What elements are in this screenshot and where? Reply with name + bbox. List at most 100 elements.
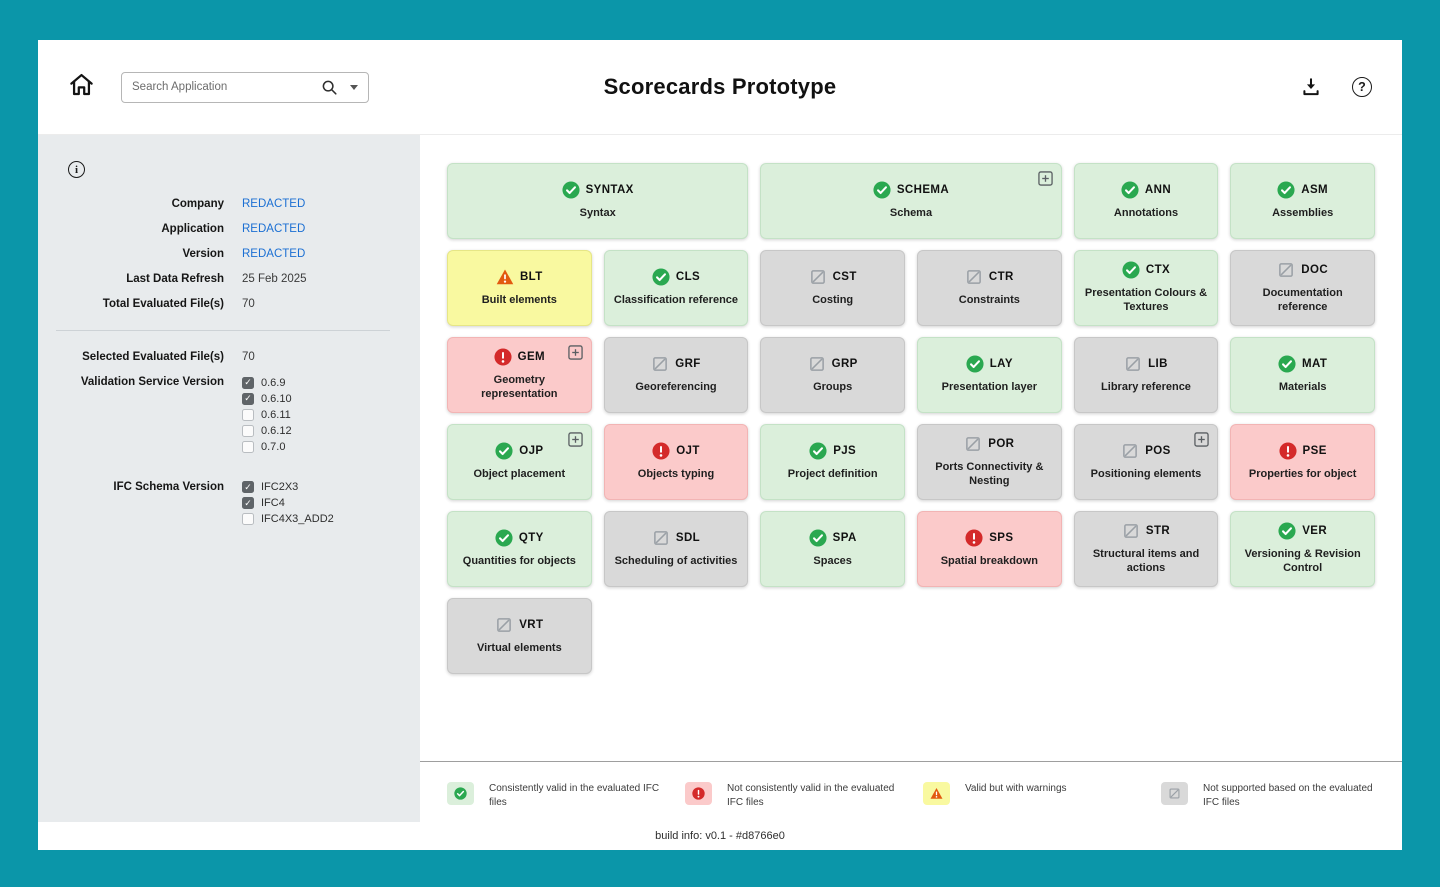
scorecards-panel: SYNTAX Syntax SCHEMA Schema ANN Annotati…: [420, 135, 1402, 822]
check-circle-icon: [447, 782, 474, 805]
card-code: POS: [1145, 445, 1171, 458]
search-input[interactable]: [132, 81, 315, 93]
expand-icon[interactable]: [1037, 171, 1053, 186]
home-button[interactable]: [68, 71, 95, 103]
app-window: Scorecards Prototype ? i Company: [38, 40, 1402, 850]
scorecard-syntax[interactable]: SYNTAX Syntax: [447, 163, 749, 239]
scorecard-ctx[interactable]: CTX Presentation Colours & Textures: [1073, 250, 1219, 326]
checkbox[interactable]: ✓: [242, 497, 254, 509]
card-code: GRP: [831, 358, 858, 371]
check-circle-icon: [1277, 181, 1295, 199]
card-label: Assemblies: [1272, 207, 1334, 220]
scorecard-doc[interactable]: DOC Documentation reference: [1230, 250, 1375, 326]
scorecard-lay[interactable]: LAY Presentation layer: [917, 337, 1062, 413]
expand-icon[interactable]: [567, 345, 583, 360]
scorecard-sdl[interactable]: SDL Scheduling of activities: [603, 511, 749, 587]
sidebar-divider: [56, 330, 390, 331]
scorecard-grf[interactable]: GRF Georeferencing: [603, 337, 749, 413]
card-label: Object placement: [473, 468, 566, 481]
checkbox[interactable]: ✓: [242, 376, 254, 389]
search-icon[interactable]: [321, 79, 338, 96]
not-supported-icon: [495, 616, 513, 634]
application-search[interactable]: [121, 71, 369, 103]
scorecard-pjs[interactable]: PJS Project definition: [760, 424, 905, 500]
warning-triangle-icon: [496, 268, 514, 286]
chevron-down-icon[interactable]: [350, 84, 358, 90]
scorecard-lib[interactable]: LIB Library reference: [1073, 337, 1219, 413]
card-code: PSE: [1302, 445, 1327, 458]
check-circle-icon: [1122, 261, 1140, 279]
legend-item: Valid but with warnings: [923, 782, 1137, 810]
scorecard-por[interactable]: POR Ports Connectivity & Nesting: [917, 424, 1062, 500]
card-label: Project definition: [787, 468, 878, 481]
error-circle-icon: [494, 348, 512, 366]
checkbox[interactable]: [242, 440, 254, 453]
field-value-link[interactable]: REDACTED: [242, 223, 306, 235]
filters-panel: Selected Evaluated File(s) 70 Validation…: [56, 351, 390, 529]
info-row: Company REDACTED: [56, 198, 390, 210]
card-code: CTR: [988, 271, 1014, 284]
field-value-link[interactable]: REDACTED: [242, 198, 306, 210]
checkbox-label: IFC2X3: [261, 481, 299, 493]
scorecard-gem[interactable]: GEM Geometry representation: [447, 337, 592, 413]
scorecard-ctr[interactable]: CTR Constraints: [917, 250, 1062, 326]
expand-icon[interactable]: [567, 432, 583, 447]
scorecard-ojt[interactable]: OJT Objects typing: [603, 424, 749, 500]
checkbox[interactable]: ✓: [242, 481, 254, 493]
card-code: VER: [1302, 525, 1328, 538]
error-circle-icon: [965, 529, 983, 547]
scorecard-blt[interactable]: BLT Built elements: [447, 250, 592, 326]
card-label: Positioning elements: [1090, 468, 1202, 481]
info-icon[interactable]: i: [68, 161, 85, 178]
scorecard-cls[interactable]: CLS Classification reference: [603, 250, 749, 326]
scorecards-grid: SYNTAX Syntax SCHEMA Schema ANN Annotati…: [420, 135, 1402, 674]
card-label: Structural items and actions: [1092, 548, 1200, 574]
card-code: SPA: [832, 532, 857, 545]
filter-group: IFC Schema Version ✓ IFC2X3 ✓ IFC4 IFC4X…: [56, 481, 390, 530]
field-value-link[interactable]: REDACTED: [242, 248, 306, 260]
check-circle-icon: [495, 529, 513, 547]
card-code: CTX: [1145, 264, 1171, 277]
scorecard-pos[interactable]: POS Positioning elements: [1073, 424, 1219, 500]
help-button[interactable]: ?: [1352, 77, 1372, 97]
scorecard-mat[interactable]: MAT Materials: [1230, 337, 1375, 413]
checkbox[interactable]: [242, 408, 254, 421]
legend-text: Not supported based on the evaluated IFC…: [1203, 783, 1373, 808]
card-code: OJT: [676, 445, 700, 458]
download-button[interactable]: [1300, 76, 1322, 98]
expand-icon[interactable]: [1194, 432, 1210, 447]
scorecard-ojp[interactable]: OJP Object placement: [447, 424, 592, 500]
scorecard-grp[interactable]: GRP Groups: [760, 337, 905, 413]
scorecard-str[interactable]: STR Structural items and actions: [1073, 511, 1219, 587]
check-circle-icon: [1278, 355, 1296, 373]
scorecard-qty[interactable]: QTY Quantities for objects: [447, 511, 592, 587]
checkbox[interactable]: [242, 513, 254, 525]
scorecard-pse[interactable]: PSE Properties for object: [1230, 424, 1375, 500]
checkbox[interactable]: [242, 424, 254, 437]
legend-text: Valid but with warnings: [965, 783, 1067, 794]
scorecard-spa[interactable]: SPA Spaces: [760, 511, 905, 587]
field-value: 25 Feb 2025: [242, 273, 307, 285]
not-supported-icon: [808, 355, 826, 373]
scorecard-cst[interactable]: CST Costing: [760, 250, 905, 326]
checkbox-label: 0.6.12: [261, 424, 292, 437]
check-circle-icon: [873, 181, 891, 199]
app-header: Scorecards Prototype ?: [38, 40, 1402, 135]
scorecard-vrt[interactable]: VRT Virtual elements: [447, 598, 592, 674]
filter-group: Validation Service Version ✓ 0.6.9 ✓ 0.6…: [56, 376, 390, 457]
scorecard-ver[interactable]: VER Versioning & Revision Control: [1230, 511, 1375, 587]
card-label: Quantities for objects: [462, 555, 576, 568]
checkbox-label: 0.6.11: [261, 408, 291, 421]
sidebar: i Company REDACTED Application REDACTED …: [38, 135, 420, 822]
checkbox[interactable]: ✓: [242, 392, 254, 405]
not-supported-icon: [964, 435, 982, 453]
field-label: Company: [171, 198, 224, 210]
card-code: LAY: [989, 358, 1013, 371]
scorecard-sps[interactable]: SPS Spatial breakdown: [917, 511, 1062, 587]
card-label: Documentation reference: [1262, 287, 1343, 313]
scorecard-schema[interactable]: SCHEMA Schema: [760, 163, 1062, 239]
card-code: LIB: [1148, 358, 1168, 371]
scorecard-asm[interactable]: ASM Assemblies: [1230, 163, 1375, 239]
scorecard-ann[interactable]: ANN Annotations: [1073, 163, 1219, 239]
